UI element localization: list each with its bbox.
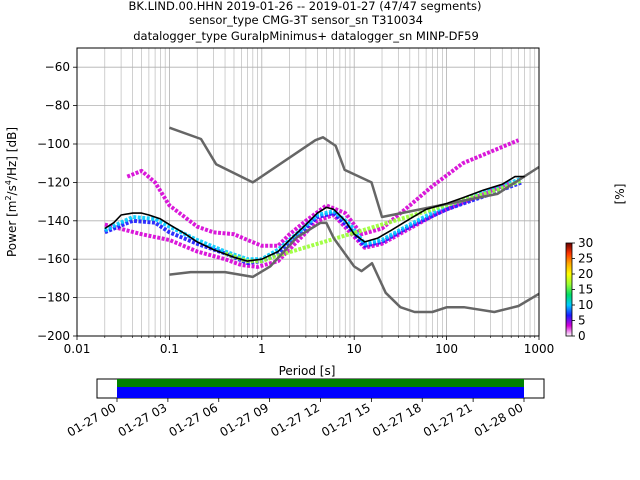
density-layer [126,138,520,248]
x-tick-label: 0.01 [64,342,91,356]
y-tick-label: −100 [37,137,70,151]
timeline-tick-label: 01-27 00 [65,400,119,439]
timeline-tick-label: 01-28 00 [472,400,526,439]
x-axis-ticks: 0.01 0.1 1 10 100 1000 [64,336,555,356]
y-tick-label: −120 [37,175,70,189]
colorbar-tick-label: 20 [578,267,593,281]
x-tick-label: 100 [435,342,458,356]
x-tick-label: 10 [347,342,362,356]
timeline-tick-label: 01-27 06 [167,400,221,439]
y-tick-label: −180 [37,291,70,305]
colorbar-tick-label: 10 [578,298,593,312]
timeline-tick-label: 01-27 18 [370,400,424,439]
colorbar-tick-label: 25 [578,252,593,266]
timeline-tick-label: 01-27 09 [217,400,271,439]
y-axis-label-part-3: /Hz] [dB] [5,127,19,180]
mode-curve-line [104,175,525,262]
colorbar-gradient [565,242,573,337]
y-axis-label-sup-1: 2 [4,195,13,200]
colorbar-tick-label: 30 [578,236,593,250]
timeline-bar-coverage [117,387,524,398]
y-tick-label: −80 [45,99,70,113]
noise-model-lines [168,126,540,314]
y-axis-ticks: −60 −80 −100 −120 −140 −160 −180 −200 [37,60,77,343]
y-tick-label: −140 [37,214,70,228]
timeline-bar-data [117,379,524,387]
colorbar-tick-label: 0 [578,329,586,343]
x-tick-label: 1 [258,342,266,356]
x-axis-label: Period [s] [279,364,336,378]
y-axis-label-part-1: Power [m [5,201,19,257]
y-tick-label: −200 [37,329,70,343]
x-tick-label: 0.1 [160,342,179,356]
chart-title-line-2: sensor_type CMG-3T sensor_sn T310034 [189,13,423,27]
y-axis-label: Power [m2/s4/Hz] [dB] [4,127,19,257]
noise-model-nlnm [169,221,540,314]
chart-title-line-1: BK.LIND.00.HHN 2019-01-26 -- 2019-01-27 … [129,0,482,13]
colorbar-tick-label: 15 [578,283,593,297]
timeline-tick-label: 01-27 21 [421,400,475,439]
timeline-tick-label: 01-27 15 [319,400,373,439]
mode-curve [104,175,525,262]
colorbar-tick-label: 5 [578,314,586,328]
chart-title-line-3: datalogger_type GuralpMinimus+ datalogge… [133,29,479,43]
y-tick-label: −160 [37,252,70,266]
y-axis-label-sup-2: 4 [4,180,13,185]
timeline-tick-label: 01-27 12 [268,400,322,439]
timeline-tick-label: 01-27 03 [116,400,170,439]
x-tick-label: 1000 [524,342,555,356]
plot-background [77,48,539,336]
noise-model-nhnm [168,126,540,219]
colorbar-label: [%] [613,184,627,205]
plot-frame [76,47,540,337]
y-tick-label: −60 [45,60,70,74]
timeline-bars [117,379,524,398]
ppsd-plot-area: 0.01 0.1 1 10 100 1000 −60 −80 −100 −120 −140 −160… [37,47,555,356]
y-axis-label-part-2: /s [5,185,19,195]
grid-lines [76,48,539,337]
